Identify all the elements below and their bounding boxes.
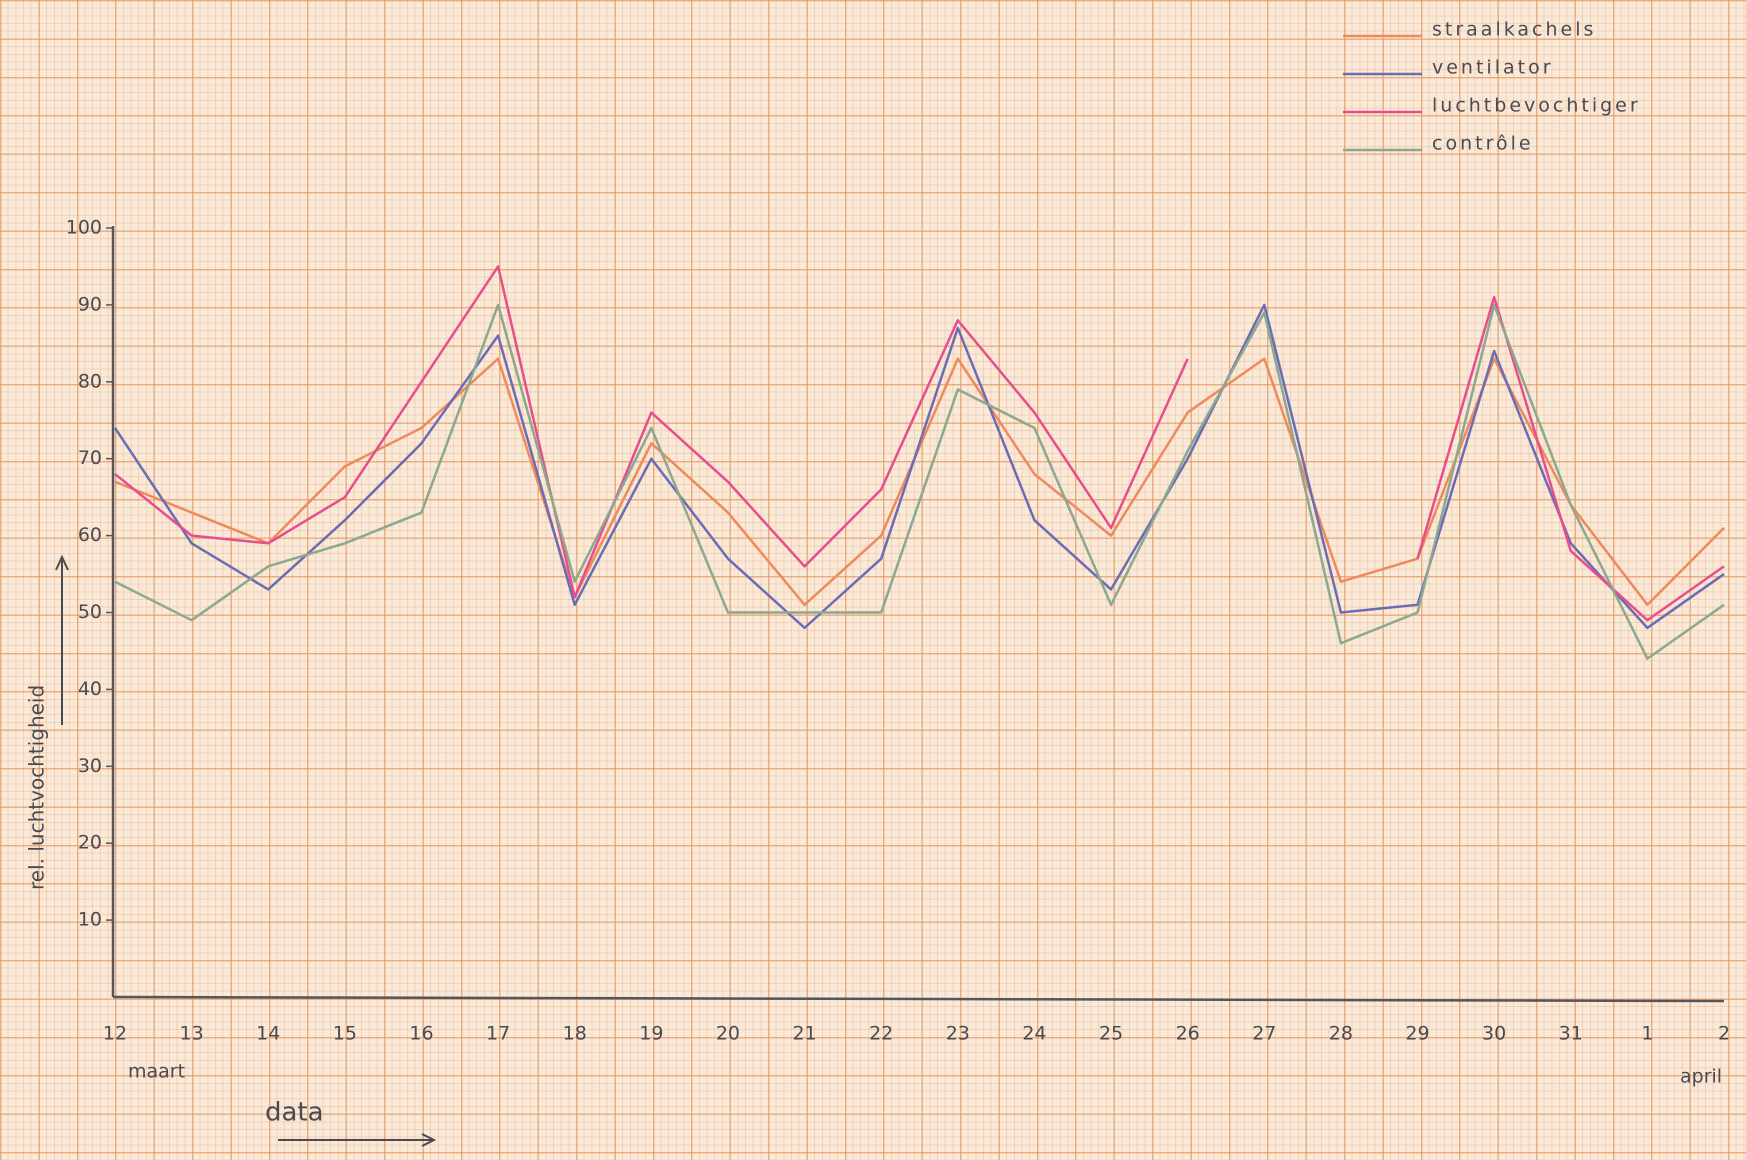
x-tick-label: 25 (1099, 1023, 1123, 1045)
x-tick-label: 29 (1405, 1023, 1429, 1045)
x-axis-label: data (265, 1098, 324, 1128)
y-tick-label: 60 (78, 524, 102, 546)
y-tick-label: 40 (78, 678, 102, 700)
x-tick-label: 26 (1176, 1023, 1200, 1045)
x-tick-label: 17 (486, 1023, 510, 1045)
x-tick-label: 1 (1641, 1023, 1653, 1045)
y-tick-label: 70 (78, 447, 102, 469)
y-tick-label: 100 (66, 217, 102, 239)
y-tick-label: 90 (78, 293, 102, 315)
x-tick-label: 14 (256, 1023, 280, 1045)
legend-label: contrôle (1432, 133, 1534, 155)
x-tick-label: 22 (869, 1023, 893, 1045)
x-tick-label: 23 (946, 1023, 970, 1045)
x-tick-label: 15 (333, 1023, 357, 1045)
chart: maart april data rel. luchtvochtigheid 1… (0, 0, 1746, 1160)
x-tick-label: 27 (1252, 1023, 1276, 1045)
legend-label: ventilator (1432, 57, 1554, 79)
x-tick-label: 20 (716, 1023, 740, 1045)
x-tick-label: 12 (103, 1023, 127, 1045)
legend-label: luchtbevochtiger (1432, 95, 1641, 117)
x-tick-label: 31 (1559, 1023, 1583, 1045)
x-tick-label: 19 (639, 1023, 663, 1045)
series-line (1418, 297, 1724, 620)
x-axis (113, 997, 1724, 1001)
legend-label: straalkachels (1432, 19, 1596, 41)
month-label: maart (128, 1061, 185, 1083)
page: maart april data rel. luchtvochtigheid 1… (0, 0, 1746, 1160)
y-axis-label: rel. luchtvochtigheid (25, 685, 49, 890)
month-label: april (1680, 1066, 1722, 1088)
x-tick-label: 28 (1329, 1023, 1353, 1045)
x-tick-label: 21 (792, 1023, 816, 1045)
x-tick-label: 2 (1718, 1023, 1730, 1045)
y-tick-label: 20 (78, 832, 102, 854)
y-tick-label: 30 (78, 755, 102, 777)
y-tick-label: 80 (78, 370, 102, 392)
x-tick-label: 24 (1022, 1023, 1046, 1045)
x-tick-label: 18 (563, 1023, 587, 1045)
x-tick-label: 13 (180, 1023, 204, 1045)
y-tick-label: 50 (78, 601, 102, 623)
y-tick-label: 10 (78, 909, 102, 931)
x-tick-label: 30 (1482, 1023, 1506, 1045)
series-line (115, 266, 1188, 597)
x-tick-label: 16 (409, 1023, 433, 1045)
